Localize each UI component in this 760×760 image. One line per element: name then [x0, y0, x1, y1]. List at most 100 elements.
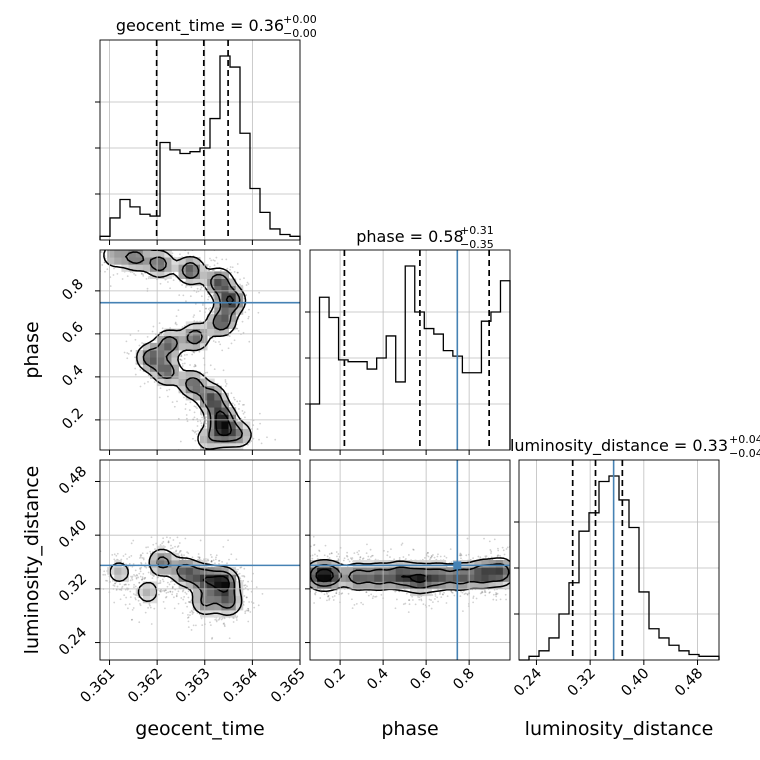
panel-luminosity_distance-vs-geocent_time-sample	[190, 609, 193, 612]
panel-luminosity_distance-vs-geocent_time-density-cell	[107, 567, 115, 575]
panel-luminosity_distance-vs-geocent_time-density-cell	[207, 588, 215, 597]
panel-phase-vs-geocent_time-sample	[194, 363, 196, 366]
panel-phase-vs-geocent_time-sample	[238, 408, 240, 410]
panel-phase-vs-geocent_time-density-cell	[200, 392, 208, 401]
panel-luminosity_distance-vs-geocent_time-sample	[240, 579, 242, 582]
panel-phase-vs-geocent_time-sample	[175, 323, 178, 326]
panel-phase-vs-geocent_time-density-cell	[221, 307, 229, 315]
panel-phase-vs-geocent_time-density-cell	[107, 250, 115, 258]
panel-luminosity_distance-vs-geocent_time-sample	[140, 566, 143, 569]
panel-phase-vs-geocent_time-sample	[210, 259, 213, 262]
panel-luminosity_distance-vs-phase-sample	[472, 595, 475, 598]
panel-phase-vs-geocent_time-sample	[230, 271, 233, 274]
panel-luminosity_distance-vs-phase-sample	[368, 558, 371, 561]
panel-luminosity_distance-vs-phase-sample	[305, 572, 307, 574]
xtick-label-geocent_time: 0.365	[268, 666, 309, 707]
panel-phase-vs-geocent_time-sample	[230, 392, 233, 395]
panel-luminosity_distance-vs-geocent_time-sample	[159, 544, 162, 546]
panel-luminosity_distance-vs-geocent_time-density-cell	[157, 560, 165, 568]
panel-phase-vs-geocent_time-density-cell	[171, 264, 179, 272]
panel-phase-vs-geocent_time-sample	[183, 354, 186, 356]
panel-luminosity_distance-vs-geocent_time-sample	[153, 607, 156, 610]
panel-luminosity_distance-vs-geocent_time-sample	[132, 593, 135, 595]
panel-phase-vs-geocent_time-sample	[166, 389, 168, 392]
panel-luminosity_distance-vs-geocent_time-sample	[142, 557, 145, 559]
panel-phase-vs-geocent_time-density-cell	[135, 350, 144, 358]
panel-luminosity_distance-vs-geocent_time-density-cell	[157, 567, 165, 575]
panel-phase-vs-geocent_time-sample	[195, 291, 198, 293]
panel-phase-vs-geocent_time-density-cell	[107, 257, 115, 265]
panel-phase-vs-geocent_time-sample	[143, 248, 145, 250]
panel-phase-vs-geocent_time-sample	[196, 463, 198, 465]
panel-luminosity_distance-vs-geocent_time-density-cell	[192, 595, 201, 604]
panel-luminosity_distance-vs-phase-density-cell	[352, 574, 361, 582]
panel-luminosity_distance-vs-geocent_time-sample	[215, 554, 218, 557]
panel-luminosity_distance-vs-phase-sample	[340, 593, 343, 595]
panel-phase-vs-geocent_time-sample	[121, 237, 123, 239]
panel-phase-vs-geocent_time-sample	[113, 242, 115, 244]
panel-luminosity_distance-vs-phase-sample	[316, 558, 319, 560]
panel-phase-vs-geocent_time-density-cell	[171, 371, 179, 379]
panel-luminosity_distance-vs-phase-sample	[503, 553, 506, 556]
panel-luminosity_distance-vs-geocent_time-sample	[139, 567, 141, 570]
panel-luminosity_distance-vs-geocent_time-sample	[172, 539, 175, 541]
panel-phase-vs-geocent_time-density-cell	[171, 350, 179, 358]
ytick-label-phase: 0.6	[59, 319, 87, 347]
panel-luminosity_distance-vs-phase-sample	[495, 599, 498, 601]
panel-phase-vs-geocent_time-sample	[131, 237, 133, 239]
panel-luminosity_distance-vs-geocent_time-sample	[135, 573, 138, 576]
panel-luminosity_distance-vs-geocent_time-sample	[158, 593, 160, 596]
panel-luminosity_distance-vs-phase-density-cell	[488, 560, 497, 568]
panel-luminosity_distance-vs-phase-sample	[337, 558, 340, 560]
panel-luminosity_distance-vs-phase-sample	[311, 557, 314, 560]
panel-phase-vs-geocent_time-density-cell	[235, 307, 244, 315]
panel-phase-vs-geocent_time-density-cell	[178, 328, 187, 337]
panel-luminosity_distance-vs-phase-sample	[484, 594, 487, 597]
panel-phase-vs-geocent_time-sample	[171, 401, 174, 404]
panel-luminosity_distance-vs-geocent_time-sample	[246, 585, 248, 588]
panel-luminosity_distance-vs-geocent_time-sample	[143, 577, 146, 579]
panel-luminosity_distance-vs-geocent_time-sample	[152, 543, 155, 546]
panel-luminosity_distance-vs-geocent_time-sample	[179, 550, 182, 552]
panel-phase-vs-geocent_time-density-cell	[128, 257, 137, 265]
panel-luminosity_distance-vs-geocent_time-sample	[247, 620, 250, 623]
panel-luminosity_distance-vs-phase-sample	[405, 557, 407, 560]
panel-phase-vs-geocent_time-sample	[219, 269, 222, 272]
panel-luminosity_distance-vs-phase-density-cell	[388, 567, 397, 575]
panel-luminosity_distance-vs-geocent_time-sample	[184, 537, 187, 540]
panel-phase-vs-geocent_time-density-cell	[192, 385, 201, 394]
panel-luminosity_distance-vs-phase-sample	[328, 598, 330, 601]
panel-luminosity_distance-vs-phase-sample	[515, 552, 517, 554]
panel-phase-vs-geocent_time-density-cell	[192, 278, 201, 287]
panel-luminosity_distance-vs-phase-sample	[346, 555, 349, 558]
panel-phase-vs-geocent_time-sample	[189, 295, 192, 298]
panel-luminosity_distance-vs-geocent_time-sample	[119, 598, 122, 601]
panel-phase-vs-geocent_time-sample	[182, 247, 184, 249]
panel-luminosity_distance-vs-geocent_time-sample	[83, 556, 85, 558]
panel-luminosity_distance-vs-phase-density-cell	[417, 574, 425, 582]
panel-phase-vs-geocent_time-sample	[247, 443, 249, 446]
panel-luminosity_distance-vs-geocent_time-sample	[187, 616, 190, 619]
panel-phase-vs-geocent_time-sample	[194, 365, 197, 368]
panel-luminosity_distance-vs-phase-density-cell	[310, 581, 318, 589]
panel-phase-vs-geocent_time-sample	[184, 408, 187, 410]
panel-luminosity_distance-vs-phase-sample	[466, 593, 469, 596]
panel-phase-vs-geocent_time-density-cell	[214, 314, 222, 322]
panel-phase-vs-geocent_time-density-cell	[228, 407, 237, 415]
panel-luminosity_distance-vs-phase-density-cell	[467, 560, 475, 568]
panel-luminosity_distance-vs-geocent_time-sample	[125, 583, 127, 586]
panel-luminosity_distance-vs-geocent_time-sample	[209, 553, 212, 556]
panel-luminosity_distance-vs-geocent_time-sample	[165, 589, 167, 592]
panel-luminosity_distance-vs-phase-density-cell	[445, 574, 454, 582]
panel-phase-vs-geocent_time-sample	[174, 322, 177, 325]
panel-phase-vs-geocent_time-density-cell	[200, 335, 208, 344]
panel-phase-vs-geocent_time-density-cell	[157, 250, 165, 258]
panel-phase-vs-geocent_time-sample	[226, 267, 229, 270]
panel-phase-vs-geocent_time-sample	[233, 404, 236, 406]
panel-luminosity_distance-vs-geocent_time-sample	[130, 542, 133, 545]
panel-luminosity_distance-vs-geocent_time-sample	[137, 599, 140, 602]
panel-phase-vs-geocent_time-density-cell	[150, 342, 158, 351]
panel-phase-vs-geocent_time-sample	[103, 245, 105, 247]
panel-luminosity_distance-vs-phase-sample	[428, 598, 431, 601]
panel-luminosity_distance-vs-phase-sample	[517, 554, 519, 556]
